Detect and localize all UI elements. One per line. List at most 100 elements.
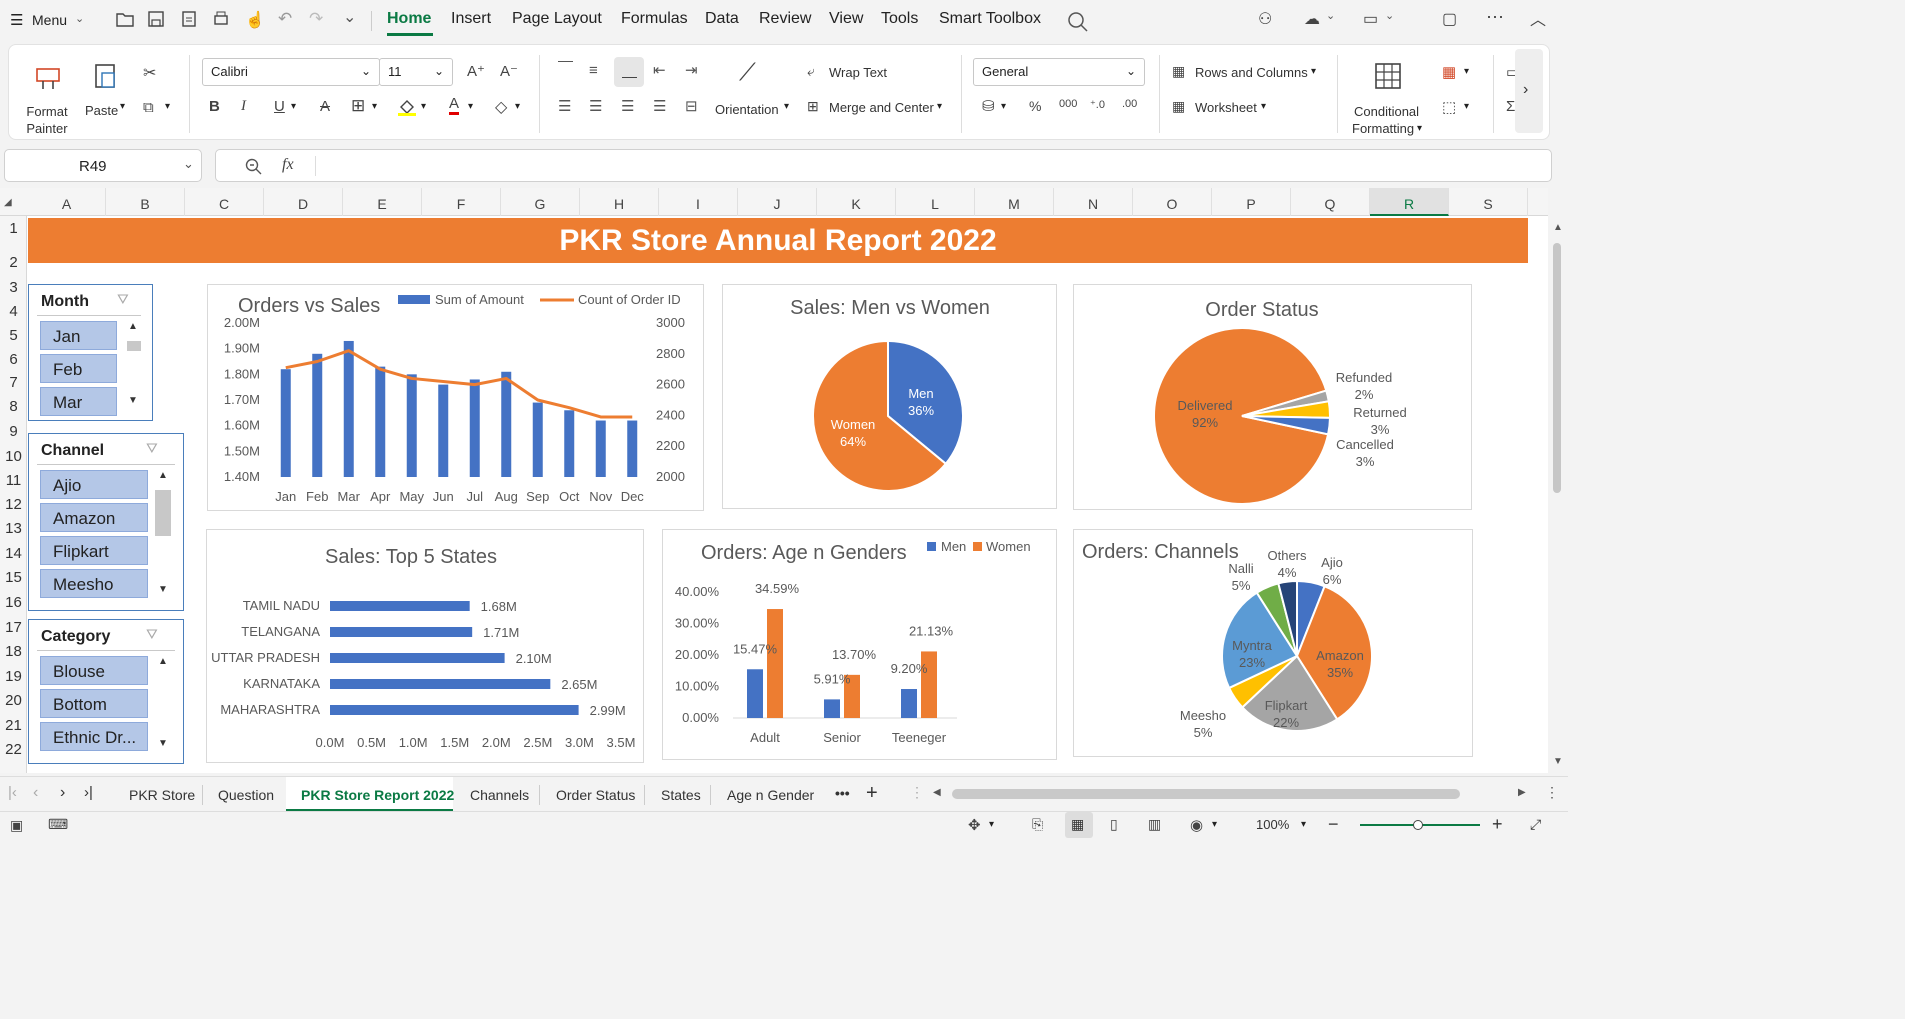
column-header-d[interactable]: D bbox=[264, 188, 343, 216]
column-header-g[interactable]: G bbox=[501, 188, 580, 216]
slicer-item-mar[interactable]: Mar bbox=[40, 387, 117, 416]
conditional-formatting-label-1[interactable]: Conditional bbox=[1354, 104, 1420, 119]
increase-decimal-icon[interactable]: ⁺.0 bbox=[1090, 99, 1105, 111]
row-header-9[interactable]: 9 bbox=[9, 423, 18, 440]
number-format-dropdown[interactable]: General ⌄ bbox=[973, 58, 1145, 86]
row-header-6[interactable]: 6 bbox=[9, 351, 18, 368]
collapse-ribbon-icon[interactable]: ︿ bbox=[1530, 12, 1547, 29]
chevron-down-icon[interactable]: ▾ bbox=[937, 101, 943, 112]
rows-columns-icon[interactable]: ▦ bbox=[1172, 63, 1186, 79]
horizontal-scroll-thumb[interactable] bbox=[952, 789, 1460, 799]
ribbon-scroll-right-button[interactable]: › bbox=[1515, 49, 1543, 133]
distributed-icon[interactable]: ⊟ bbox=[685, 98, 698, 115]
column-header-c[interactable]: C bbox=[185, 188, 264, 216]
sheet-tab-channels[interactable]: Channels bbox=[470, 787, 530, 803]
worksheet-icon[interactable]: ▦ bbox=[1172, 98, 1186, 114]
chevron-down-icon[interactable]: ▾ bbox=[468, 101, 474, 112]
scroll-left-icon[interactable]: ◀ bbox=[933, 787, 941, 798]
decrease-decimal-icon[interactable]: .00 bbox=[1122, 98, 1138, 110]
slicer-item-ajio[interactable]: Ajio bbox=[40, 470, 148, 499]
chevron-down-icon[interactable]: ▾ bbox=[784, 101, 790, 112]
align-top-icon[interactable]: ⎺ bbox=[558, 60, 574, 77]
chevron-down-icon[interactable]: ▾ bbox=[515, 101, 521, 112]
column-header-i[interactable]: I bbox=[659, 188, 738, 216]
more-vertical-icon[interactable]: ⋮ bbox=[1545, 784, 1559, 800]
slicer-item-jan[interactable]: Jan bbox=[40, 321, 117, 350]
scroll-thumb[interactable] bbox=[155, 490, 171, 536]
sheet-tab-order-status[interactable]: Order Status bbox=[556, 787, 636, 803]
chevron-down-icon[interactable]: ⌄ bbox=[1326, 10, 1336, 22]
chevron-down-icon[interactable]: ▾ bbox=[1464, 101, 1470, 112]
merge-center-label[interactable]: Merge and Center bbox=[829, 100, 934, 115]
column-header-a[interactable]: A bbox=[28, 188, 106, 216]
borders-icon[interactable]: ⊞ bbox=[351, 96, 366, 115]
column-header-o[interactable]: O bbox=[1133, 188, 1212, 216]
column-header-h[interactable]: H bbox=[580, 188, 659, 216]
normal-view-button[interactable]: ▦ bbox=[1065, 812, 1093, 838]
slicer-scrollbar[interactable]: ▲ ▼ bbox=[155, 470, 171, 600]
chevron-down-icon[interactable]: ▾ bbox=[1261, 101, 1267, 112]
row-header-4[interactable]: 4 bbox=[9, 303, 18, 320]
more-sheets-icon[interactable]: ••• bbox=[835, 785, 850, 801]
column-header-l[interactable]: L bbox=[896, 188, 975, 216]
move-icon[interactable]: ✥ bbox=[968, 817, 981, 834]
cloud-sync-icon[interactable]: ☁ bbox=[1304, 11, 1320, 28]
orders-vs-sales-chart[interactable]: Orders vs Sales Sum of Amount Count of Ord… bbox=[207, 284, 704, 511]
undo-icon[interactable]: ↶ bbox=[278, 9, 293, 28]
row-header-12[interactable]: 12 bbox=[5, 496, 22, 513]
chevron-down-icon[interactable]: ▾ bbox=[372, 101, 378, 112]
next-sheet-icon[interactable]: › bbox=[60, 784, 66, 801]
wrap-text-icon[interactable]: ⤶ bbox=[807, 63, 815, 79]
tab-smart-toolbox[interactable]: Smart Toolbox bbox=[939, 10, 1041, 27]
customize-toolbar-icon[interactable]: ⌄ bbox=[343, 9, 357, 26]
channel-slicer[interactable]: Channel ⛛ Ajio Amazon Flipkart Meesho ▲ … bbox=[28, 433, 184, 611]
chevron-down-icon[interactable]: ▾ bbox=[989, 819, 995, 830]
row-header-10[interactable]: 10 bbox=[5, 448, 22, 465]
column-header-j[interactable]: J bbox=[738, 188, 817, 216]
first-sheet-icon[interactable]: |‹ bbox=[8, 784, 17, 801]
name-box[interactable]: R49 ⌄ bbox=[4, 149, 202, 182]
age-genders-chart[interactable]: Orders: Age n Genders Men Women 0.00% 10.00%… bbox=[662, 529, 1057, 760]
month-slicer[interactable]: Month ⛛ Jan Feb Mar ▲ ▼ bbox=[28, 284, 153, 421]
row-header-15[interactable]: 15 bbox=[5, 569, 22, 586]
order-status-chart[interactable]: Order Status Delivered 92% Refunded 2% Return… bbox=[1073, 284, 1472, 510]
tab-data[interactable]: Data bbox=[705, 10, 739, 27]
vertical-scrollbar[interactable]: ▲ ▼ bbox=[1548, 188, 1568, 773]
scroll-thumb[interactable] bbox=[1553, 243, 1561, 493]
chevron-down-icon[interactable]: ▾ bbox=[120, 101, 126, 112]
zoom-in-icon[interactable]: + bbox=[1492, 814, 1503, 834]
paste-label[interactable]: Paste bbox=[85, 103, 119, 118]
table-style-icon[interactable]: ▦ bbox=[1442, 64, 1457, 81]
more-icon[interactable]: ⋯ bbox=[1486, 7, 1504, 27]
scroll-up-icon[interactable]: ▲ bbox=[128, 321, 138, 332]
outdent-icon[interactable]: ⇤ bbox=[653, 62, 666, 79]
sum-icon[interactable]: Σ bbox=[1506, 98, 1516, 115]
chevron-down-icon[interactable]: ⌄ bbox=[75, 13, 85, 25]
top-states-chart[interactable]: Sales: Top 5 States TAMIL NADU 1.68M TELANG… bbox=[206, 529, 644, 763]
chevron-down-icon[interactable]: ▾ bbox=[291, 101, 297, 112]
clear-filter-icon[interactable]: ⛛ bbox=[146, 626, 158, 642]
comment-icon[interactable]: ▢ bbox=[1442, 11, 1458, 28]
more-vertical-icon[interactable]: ⋮ bbox=[910, 784, 924, 800]
scroll-down-icon[interactable]: ▼ bbox=[158, 584, 168, 595]
indent-icon[interactable]: ⇥ bbox=[685, 62, 698, 79]
menu-label[interactable]: Menu bbox=[32, 12, 68, 28]
tab-page-layout[interactable]: Page Layout bbox=[512, 10, 602, 27]
chevron-down-icon[interactable]: ▾ bbox=[421, 101, 427, 112]
last-sheet-icon[interactable]: ›| bbox=[84, 784, 93, 801]
justify-icon[interactable]: ☰ bbox=[653, 98, 667, 115]
macro-icon[interactable]: ⌨ bbox=[48, 816, 69, 832]
row-header-8[interactable]: 8 bbox=[9, 398, 18, 415]
scroll-down-icon[interactable]: ▼ bbox=[1553, 756, 1563, 767]
row-header-2[interactable]: 2 bbox=[9, 254, 18, 271]
format-painter-icon[interactable] bbox=[33, 61, 63, 91]
tab-insert[interactable]: Insert bbox=[451, 10, 492, 27]
orders-channels-chart[interactable]: Orders: Channels Ajio 6% Amazon 35% Flipkart 2… bbox=[1073, 529, 1473, 757]
column-header-m[interactable]: M bbox=[975, 188, 1054, 216]
zoom-out-icon[interactable]: − bbox=[1328, 814, 1339, 834]
paste-icon[interactable] bbox=[91, 61, 121, 91]
row-header-1[interactable]: 1 bbox=[9, 220, 18, 237]
clear-filter-icon[interactable]: ⛛ bbox=[146, 440, 158, 456]
slicer-item-amazon[interactable]: Amazon bbox=[40, 503, 148, 532]
sheet-tab-pkr-store[interactable]: PKR Store bbox=[129, 787, 196, 803]
